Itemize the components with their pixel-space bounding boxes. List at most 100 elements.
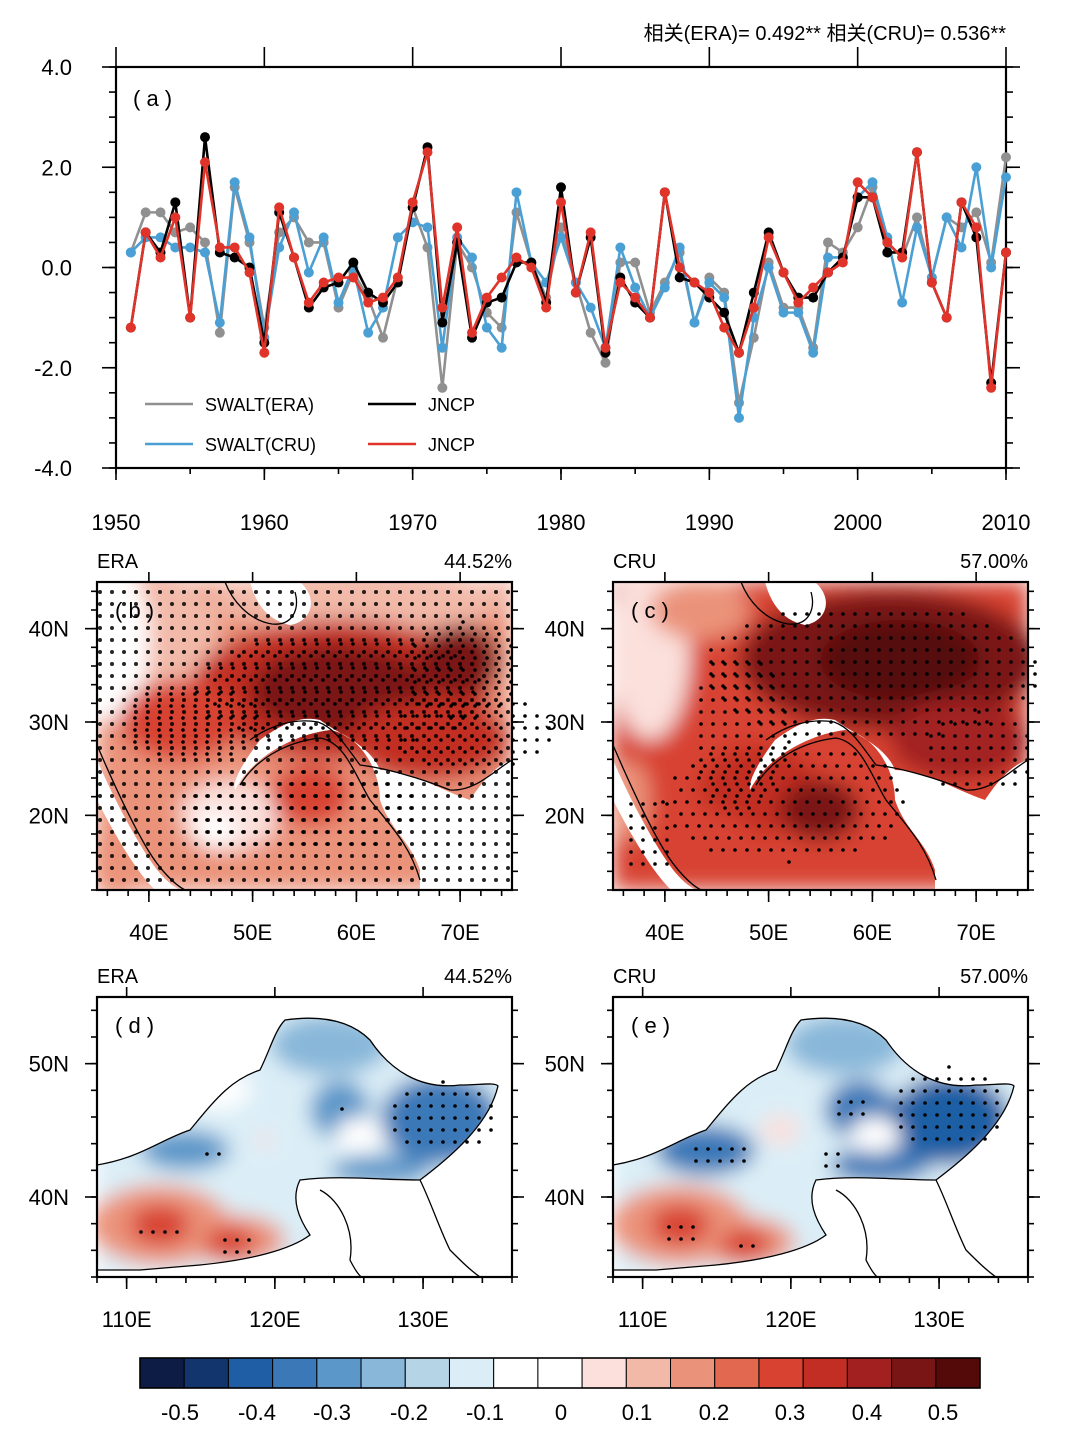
stipple-dot [973,660,977,664]
panel-label: ( e ) [631,1013,670,1038]
stipple-dot [836,1152,840,1156]
stipple-dot [205,716,209,720]
map-x-label: 60E [853,920,892,945]
stipple-dot [473,680,477,684]
stipple-dot [1033,660,1037,664]
series-point-1 [971,162,982,173]
stipple-dot [357,726,361,730]
stipple-dot [1013,782,1017,786]
stipple-dot [913,696,917,700]
stipple-dot [723,794,727,798]
stipple-dot [441,1104,445,1108]
stipple-dot [805,752,809,756]
stipple-dot [781,800,785,804]
stipple-dot [745,824,749,828]
stipple-dot [157,692,161,696]
stipple-dot [823,788,827,792]
stipple-dot [929,734,933,738]
colorbar-cell [802,1357,848,1389]
stipple-dot [853,624,857,628]
colorbar-frame [139,1357,981,1389]
stipple-dot [735,770,739,774]
series-point-3 [808,282,819,293]
stipple-dot [1021,672,1025,676]
stipple-dot [253,794,257,798]
stipple-dot [399,690,403,694]
stipple-dot [313,806,317,810]
series-point-1 [867,177,878,188]
stipple-dot [971,1101,975,1105]
series-point-0 [971,207,982,218]
stipple-dot [853,752,857,756]
stipple-dot [241,842,245,846]
stipple-dot [877,660,881,664]
stipple-dot [229,728,233,732]
stipple-dot [181,716,185,720]
stipple-dot [889,696,893,700]
stipple-dot [169,728,173,732]
stipple-dot [223,1250,227,1254]
series-point-1 [333,297,344,308]
stipple-dot [793,732,797,736]
stipple-dot [901,800,905,804]
stipple-dot [783,710,787,714]
stipple-dot [783,722,787,726]
stipple-dot [665,838,669,842]
y-tick-label: 2.0 [41,155,72,180]
series-point-3 [140,227,151,238]
stipple-dot [735,806,739,810]
stipple-dot [793,776,797,780]
stipple-dot [309,702,313,706]
stipple-dot [253,842,257,846]
stipple-dot [853,776,857,780]
stipple-dot [901,684,905,688]
stipple-dot [913,660,917,664]
stipple-dot [1025,758,1029,762]
series-point-3 [986,382,997,393]
stipple-dot [977,782,981,786]
series-point-3 [541,302,552,313]
stipple-dot [983,1101,987,1105]
series-point-3 [259,347,270,358]
stipple-dot [711,782,715,786]
stipple-dot [733,800,737,804]
stipple-dot [405,1092,409,1096]
stipple-dot [965,782,969,786]
stipple-dot [679,1237,683,1241]
stipple-dot [871,764,875,768]
stipple-dot [959,1125,963,1129]
stipple-dot [441,1140,445,1144]
map-y-label: 30N [545,710,585,735]
colorbar-cell [139,1357,185,1389]
stipple-dot [947,1113,951,1117]
stipple-dot [1021,684,1025,688]
stipple-dot [841,624,845,628]
stipple-dot [665,850,669,854]
stipple-dot [829,648,833,652]
series-point-3 [570,287,581,298]
stipple-dot [811,764,815,768]
stipple-dot [425,668,429,672]
stipple-dot [836,1164,840,1168]
stipple-dot [477,678,481,682]
series-point-1 [496,342,507,353]
stipple-dot [817,824,821,828]
stipple-dot [415,738,419,742]
stipple-dot [877,624,881,628]
stipple-dot [781,648,785,652]
stipple-dot [949,696,953,700]
stipple-dot [547,738,551,742]
stipple-dot [229,818,233,822]
series-point-3 [407,197,418,208]
stipple-dot [437,680,441,684]
stipple-dot [853,648,857,652]
stipple-dot [865,708,869,712]
stipple-dot [427,762,431,766]
stipple-dot [841,824,845,828]
stipple-dot [742,1147,746,1151]
stipple-dot [735,722,739,726]
map-x-label: 50E [749,920,788,945]
stipple-dot [465,678,469,682]
stipple-dot [711,710,715,714]
stipple-dot [757,824,761,828]
